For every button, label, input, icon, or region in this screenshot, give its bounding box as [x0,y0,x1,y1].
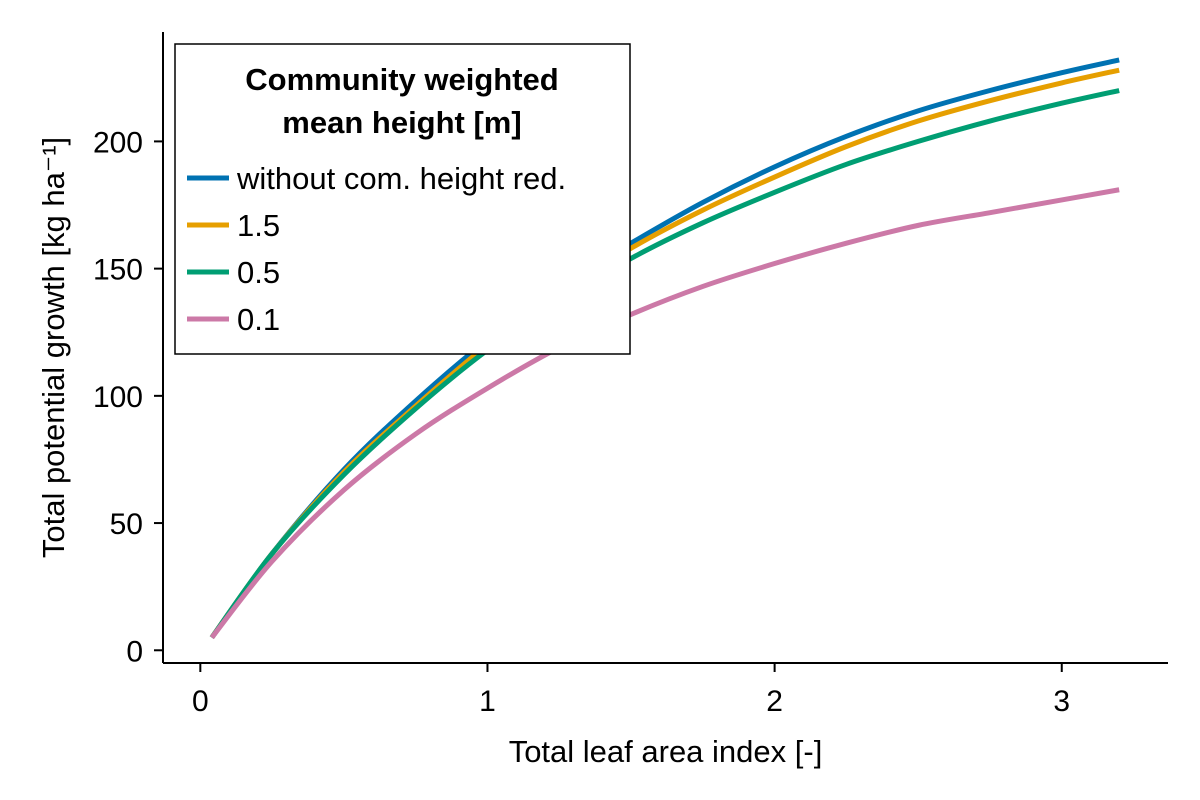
legend-box [174,43,631,355]
series-layer [209,57,1120,640]
ticks-layer: 0 1 2 3 0 50 100 150 200 [93,126,1070,718]
legend-title-line-1: Community weighted [245,62,558,97]
legend-label-1: 1.5 [237,208,280,243]
x-axis-title: Total leaf area index [-] [509,734,823,769]
y-tick-label: 0 [126,635,143,668]
legend-label-3: 0.1 [237,302,280,337]
x-tick-label: 2 [766,685,783,718]
y-tick-label: 50 [110,508,143,541]
legend: Community weighted mean height [m] witho… [174,43,631,355]
series-line-3 [209,187,1120,640]
x-tick-label: 1 [479,685,496,718]
y-tick-label: 200 [93,126,143,159]
series-line-2 [209,88,1120,640]
x-tick-label: 0 [192,685,209,718]
legend-title-line-2: mean height [m] [282,105,521,140]
legend-label-0: without com. height red. [236,161,566,196]
x-tick-label: 3 [1053,685,1070,718]
legend-items: without com. height red. 1.5 0.5 0.1 [187,161,566,337]
y-tick-label: 150 [93,254,143,287]
axes-layer [162,32,1168,664]
y-axis-title: Total potential growth [kg ha⁻¹] [36,137,71,558]
legend-label-2: 0.5 [237,255,280,290]
y-tick-label: 100 [93,381,143,414]
